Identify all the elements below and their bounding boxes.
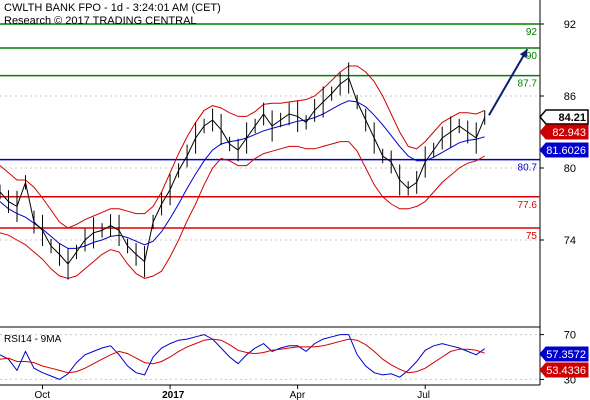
price-value-box-label: 84.21 [558,112,586,124]
level-label: 90 [526,51,538,62]
time-tick-label: 2017 [162,390,185,400]
rsi-ma-line [0,338,485,374]
price-tick-label: 80 [564,163,576,175]
level-label: 75 [526,231,538,242]
level-label: 77.6 [518,200,538,211]
rsi-value-box-shape [539,362,589,378]
level-label: 92 [526,27,538,38]
price-value-box: 81.6026 [539,142,589,158]
chart-source: Research © 2017 TRADING CENTRAL [4,15,197,27]
forecast-arrow-shaft [488,48,529,116]
time-axis-ticks: Oct 2017 Apr Jul [35,385,430,400]
price-value-box-shape [539,109,589,125]
price-tick-label: 70 [564,330,576,342]
time-tick-label: Apr [290,390,306,400]
bollinger-bands [0,65,485,279]
rsi-value-box-label: 53.4336 [546,365,586,377]
price-value-boxes: 84.21 82.943 81.6026 57.3572 53.4336 [539,109,589,378]
rsi-value-box: 57.3572 [539,346,589,362]
price-value-box: 82.943 [539,124,589,140]
rsi-panel-background [0,329,540,385]
moving-average-polyline [0,100,485,249]
rsi-value-box: 53.4336 [539,362,589,378]
price-tick-label: 92 [564,19,576,31]
price-value-box: 84.21 [539,109,589,125]
rsi-value-box-label: 57.3572 [546,349,586,361]
forecast-arrow [488,48,529,116]
level-label: 87.7 [518,79,538,90]
time-tick-label: Jul [417,390,430,400]
price-value-box-shape [539,142,589,158]
bollinger-lower-line [0,141,485,279]
support-resistance-levels: 92 90 87.7 80.7 77.6 75 [0,23,540,242]
price-series [0,62,486,280]
price-close-line [0,77,486,265]
price-panel-background [0,0,540,324]
price-value-box-shape [539,124,589,140]
chart-title: CWLTH BANK FPO - 1d - 3:24:01 AM (CET) [4,2,221,14]
time-tick-label: Oct [35,390,51,400]
bollinger-upper-line [0,65,485,229]
price-value-box-label: 81.6026 [546,145,586,157]
forecast-arrow-head [519,49,528,59]
price-tick-label: 74 [564,235,576,247]
rsi-series [0,334,485,380]
price-value-box-label: 82.943 [552,127,586,139]
rsi-line [0,334,485,380]
level-label: 80.7 [518,163,538,174]
rsi-title: RSI14 - 9MA [4,334,62,345]
rsi-value-box-shape [539,346,589,362]
moving-average-line [0,100,485,249]
price-tick-label: 86 [564,91,576,103]
